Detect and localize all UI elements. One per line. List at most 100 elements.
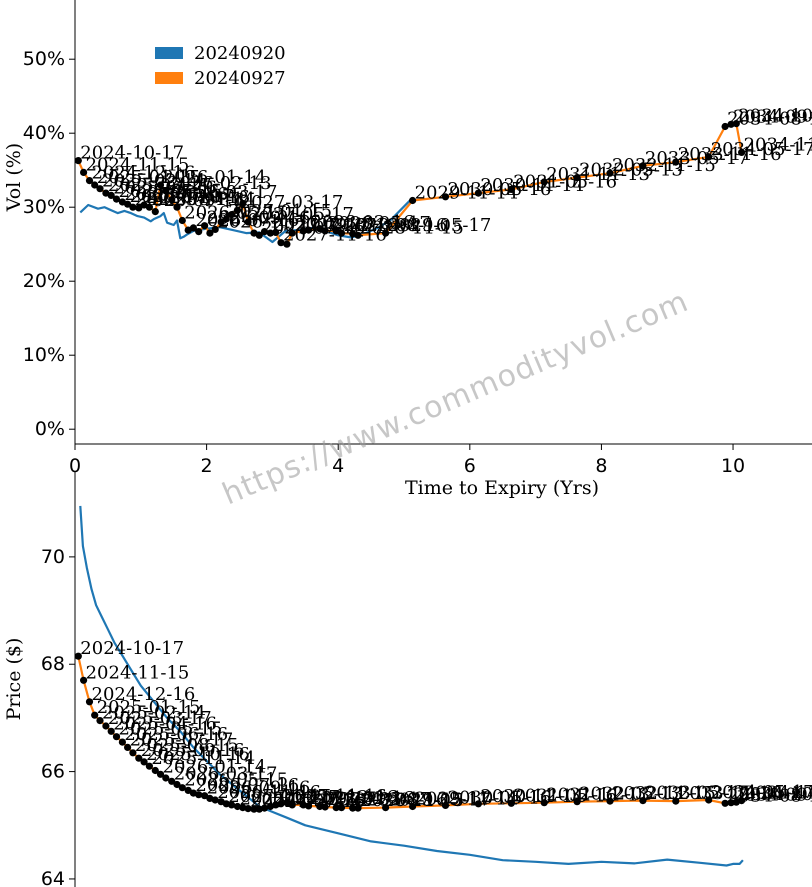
vol-data-point [705,153,713,161]
price-point-label: 2026-03-17 [174,763,278,784]
vol-point-label: 2025-01-15 [97,167,201,188]
vol-y-tick-label: 40% [23,122,65,144]
price-data-point [332,804,340,812]
vol-point-label: 2025-07-17 [130,186,234,207]
vol-point-label: 2025-04-16 [113,177,217,198]
price-point-label: 2027-07-16 [261,791,365,812]
price-point-label: 2026-01-14 [163,756,267,777]
vol-data-point [474,189,482,197]
vol-point-label: 2027-11-16 [283,225,387,246]
vol-data-point [738,148,746,156]
price-data-point [349,804,357,812]
price-point-label: 2029-11-14 [415,789,519,810]
vol-data-point [124,200,132,208]
price-data-point [260,804,269,812]
price-data-point [91,711,99,719]
vol-x-tick-label: 2 [201,455,213,477]
price-data-point [244,805,252,813]
price-data-point [129,749,137,757]
price-point-label: 2030-05-16 [448,787,552,808]
price-point-label: 2033-11-16 [678,783,782,804]
price-point-label: 2025-06-16 [124,724,228,745]
price-data-point [195,791,203,799]
price-point-label: 2034-11-16 [744,783,812,804]
vol-point-label: 2026-05-15 [184,203,288,224]
price-series-line [79,505,744,867]
vol-y-tick-label: 50% [23,48,65,70]
vol-point-label: 2026-01-14 [163,167,267,188]
vol-point-label: 2034-10-17 [738,106,812,127]
price-data-point [409,802,417,811]
price-point-label: 2031-05-16 [513,785,617,806]
vol-data-point [283,240,291,248]
vol-data-point [255,231,263,239]
price-data-point [250,805,258,813]
price-data-point [573,798,581,806]
price-data-point [112,733,121,741]
vol-x-tick-label: 6 [464,455,476,477]
price-data-point [151,766,159,775]
price-data-point [721,799,729,807]
vol-point-label: 2024-12-16 [92,163,196,184]
vol-data-point [145,203,153,211]
vol-data-point [173,203,181,211]
vol-point-label: 2033-11-16 [678,144,782,165]
price-point-label: 2024-11-15 [86,662,190,683]
price-data-point [74,652,82,660]
legend-swatch [155,72,183,84]
price-y-tick-label: 68 [41,653,65,675]
legend-label: 20240927 [194,68,286,89]
price-point-label: 2027-05-17 [250,791,354,812]
vol-data-point [337,229,346,237]
price-point-label: 2026-07-16 [195,775,299,796]
vol-data-point [211,225,219,233]
vol-data-point [222,215,230,223]
price-point-label: 2026-09-16 [207,778,311,799]
vol-x-axis-label: Time to Expiry (Yrs) [405,477,599,499]
price-data-point [162,774,170,782]
price-data-point [639,797,647,805]
price-data-point [96,717,104,725]
vol-point-label: 2031-11-13 [546,164,650,185]
vol-data-point [96,185,104,193]
vol-point-label: 2032-11-15 [612,155,716,176]
price-data-point [201,792,209,800]
price-data-point [305,802,313,810]
price-point-label: 2025-05-15 [119,719,223,740]
vol-point-label: 2028-11-15 [360,217,464,238]
price-point-label: 2028-11-15 [360,790,464,811]
vol-x-tick-label: 10 [721,455,745,477]
price-point-label: 2024-10-17 [80,638,184,659]
price-point-label: 2025-02-14 [102,703,206,724]
price-point-label: 2034-08-16 [727,785,812,806]
vol-point-label: 2027-12-16 [294,215,398,236]
vol-point-label: 2025-05-15 [119,181,223,202]
vol-data-point [299,227,307,235]
vol-data-point [672,158,680,166]
vol-point-label: 2027-01-15 [228,201,332,222]
vol-point-label: 2027-05-17 [250,204,354,225]
price-point-label: 2033-05-17 [645,783,749,804]
vol-data-point [540,178,548,186]
vol-data-point [507,185,515,193]
vol-data-point [135,204,143,212]
vol-data-point [606,169,614,177]
price-point-label: 2027-01-15 [228,786,332,807]
price-point-label: 2025-09-16 [141,740,245,761]
vol-data-point [732,120,740,128]
price-data-point [321,803,329,811]
price-point-label: 2032-05-13 [579,784,683,805]
vol-data-point [277,239,285,247]
price-data-point [102,722,110,730]
price-data-point [178,784,186,792]
vol-data-point [321,227,329,235]
vol-data-point [74,157,82,165]
vol-point-label: 2026-02-13 [168,173,272,194]
price-data-point [337,804,346,812]
price-y-tick-label: 70 [41,546,65,568]
price-data-point [727,799,735,807]
price-point-label: 2027-11-16 [283,786,387,807]
price-data-point [85,698,94,706]
vol-data-point [573,174,581,182]
